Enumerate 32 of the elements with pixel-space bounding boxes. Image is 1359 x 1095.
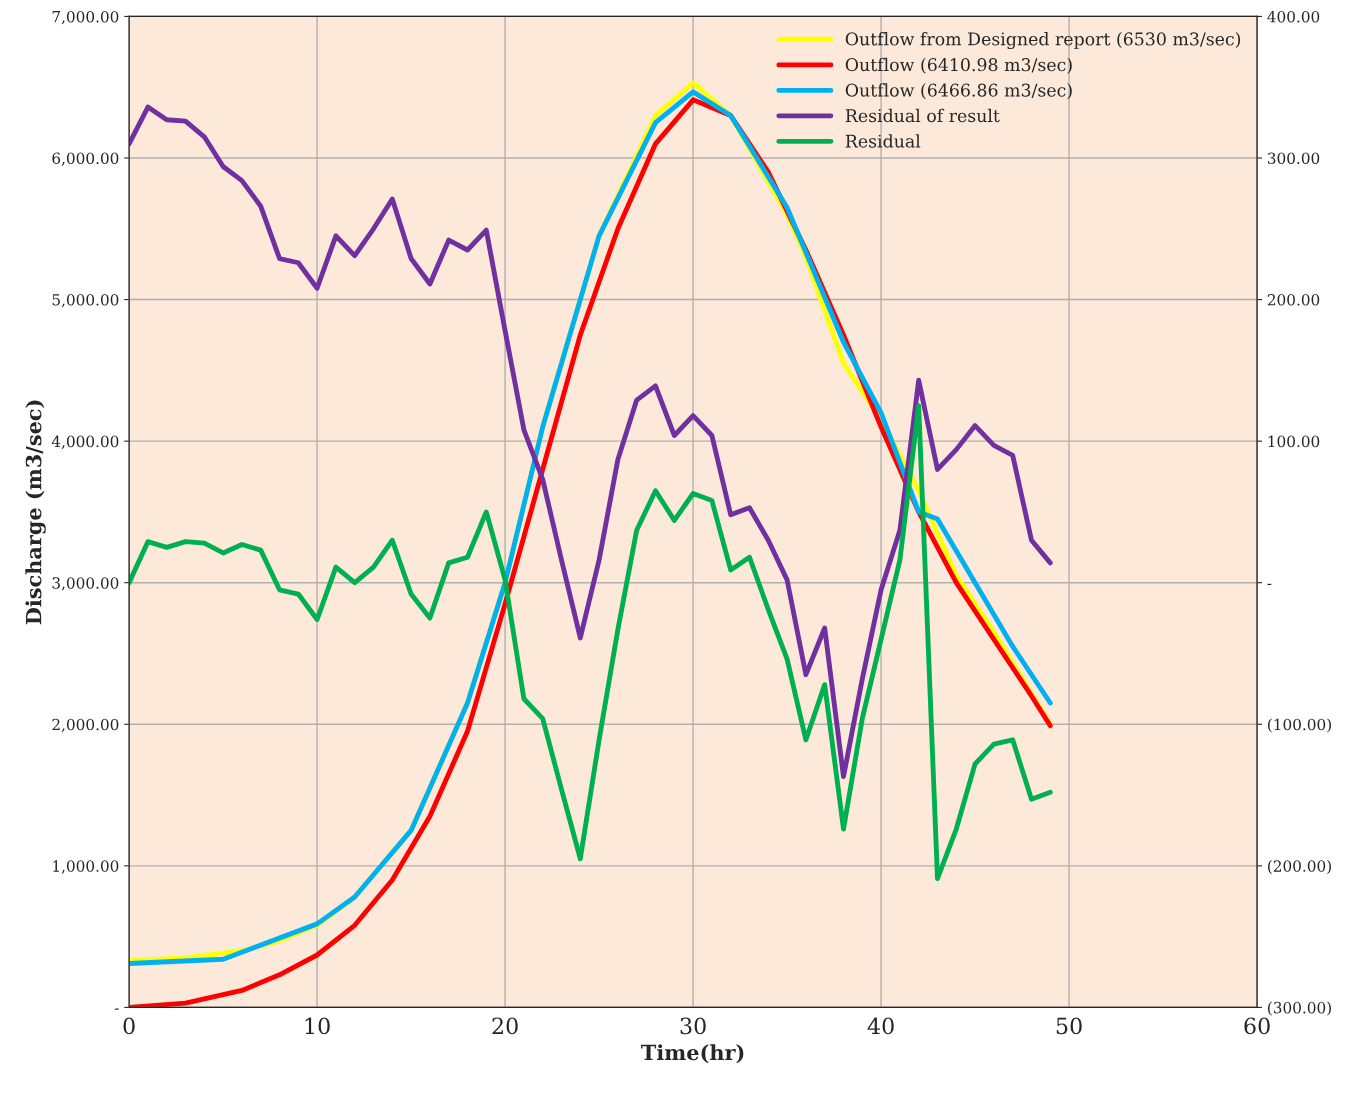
line-series (129, 104, 1053, 780)
x-tick-label: 40 (867, 1017, 894, 1035)
y2-tick-label: (100.00) (1268, 718, 1331, 733)
x-tick-label: 0 (123, 1017, 135, 1035)
y2-tick-label: (300.00) (1268, 1001, 1331, 1016)
y2-tick-label: 400.00 (1267, 10, 1320, 23)
y-tick-label: 1,000.00 (53, 860, 119, 874)
legend-label: Residual of result (845, 108, 1000, 123)
y-tick-label: - (114, 1008, 119, 1010)
y-tick-label: 4,000.00 (51, 435, 119, 450)
y2-tick-label: 300.00 (1267, 152, 1320, 165)
y2-tick-label: 200.00 (1267, 294, 1320, 306)
legend-label: Residual (845, 134, 921, 148)
x-axis-title: Time(hr) (641, 1044, 744, 1064)
y2-tick-label: 100.00 (1268, 435, 1320, 448)
legend-label: Outflow (6410.98 m3/sec) (845, 57, 1072, 74)
y-axis-title: Discharge (m3/sec) (25, 400, 46, 625)
x-tick-label: 30 (680, 1017, 706, 1035)
line-series (129, 403, 1053, 881)
x-tick-label: 50 (1056, 1017, 1082, 1035)
y2-tick-label: - (1267, 583, 1272, 585)
legend-label: Outflow from Designed report (6530 m3/sec) (845, 32, 1241, 50)
y-tick-label: 3,000.00 (52, 577, 119, 591)
x-tick-label: 10 (305, 1017, 330, 1035)
y-tick-label: 7,000.00 (52, 10, 119, 25)
y-tick-label: 6,000.00 (52, 152, 119, 166)
legend-label: Outflow (6466.86 m3/sec) (845, 83, 1072, 100)
y-tick-label: 5,000.00 (52, 294, 119, 308)
y-tick-label: 2,000.00 (52, 718, 119, 733)
y2-tick-label: (200.00) (1268, 860, 1331, 875)
x-tick-label: 60 (1244, 1017, 1270, 1035)
x-tick-label: 20 (492, 1017, 518, 1035)
